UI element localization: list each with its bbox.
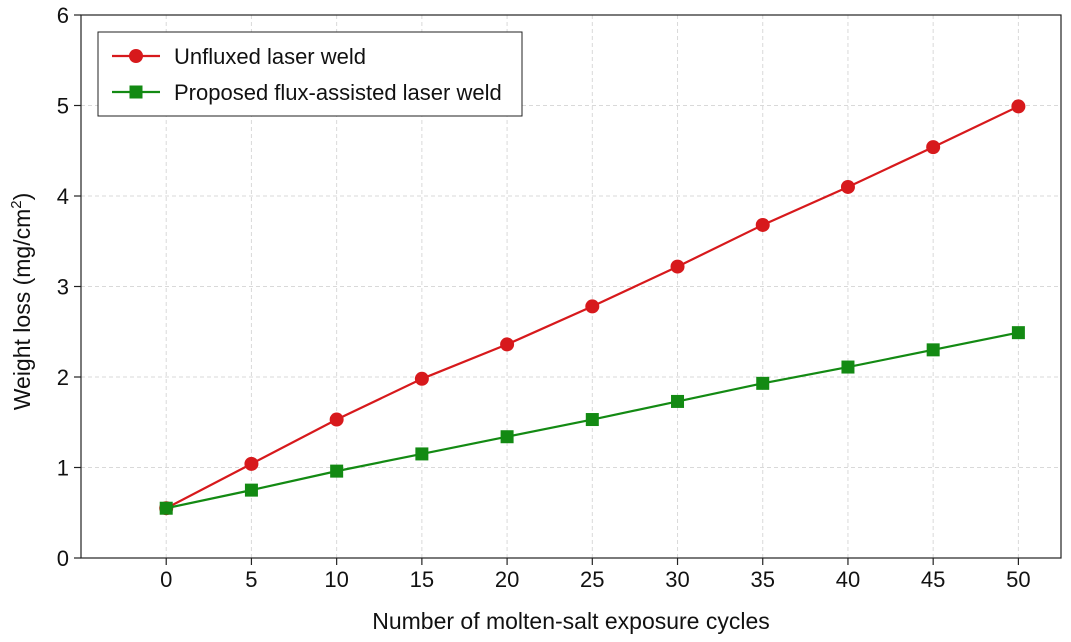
y-tick-label: 1 (57, 456, 69, 481)
x-tick-label: 5 (245, 567, 257, 592)
x-tick-label: 15 (410, 567, 434, 592)
y-tick-label: 4 (57, 184, 69, 209)
data-point (585, 299, 600, 314)
legend-box (97, 31, 523, 117)
y-tick-label: 3 (57, 275, 69, 300)
y-axis-title-main: Weight loss (mg/cm (9, 209, 35, 411)
x-tick-label: 35 (750, 567, 774, 592)
y-tick-label: 2 (57, 365, 69, 390)
x-tick-label: 0 (160, 567, 172, 592)
data-point (414, 371, 429, 386)
x-tick-label: 10 (324, 567, 348, 592)
data-point (670, 259, 685, 274)
x-tick-label: 25 (580, 567, 604, 592)
series-2 (159, 326, 1025, 515)
y-tick-label: 6 (57, 3, 69, 28)
data-point (415, 447, 429, 461)
data-point (1011, 99, 1026, 114)
series-1 (159, 99, 1026, 516)
data-point (330, 464, 344, 478)
data-point (159, 501, 173, 515)
data-point (1011, 326, 1025, 340)
y-axis-title: Weight loss (mg/cm2) (8, 193, 35, 411)
y-tick-label: 5 (57, 94, 69, 119)
legend: Unfluxed laser weld Proposed flux-assiste… (97, 31, 523, 117)
data-point (500, 430, 514, 444)
y-axis-title-superscript: 2 (8, 200, 25, 208)
legend-item: Proposed flux-assisted laser weld (112, 80, 502, 105)
x-tick-label: 30 (665, 567, 689, 592)
legend-item: Unfluxed laser weld (112, 44, 366, 69)
x-tick-label: 40 (836, 567, 860, 592)
data-point (671, 394, 685, 408)
data-point (585, 413, 599, 427)
legend-label: Unfluxed laser weld (174, 44, 366, 69)
series-layer (159, 99, 1026, 516)
data-point (926, 343, 940, 357)
data-point (244, 456, 259, 471)
x-tick-label: 20 (495, 567, 519, 592)
data-point (840, 179, 855, 194)
data-point (755, 217, 770, 232)
x-axis-title: Number of molten-salt exposure cycles (372, 608, 770, 634)
legend-label: Proposed flux-assisted laser weld (174, 80, 502, 105)
x-tick-label: 50 (1006, 567, 1030, 592)
legend-marker (129, 49, 143, 63)
legend-marker (129, 85, 143, 99)
data-point (926, 140, 941, 155)
x-tick-label: 45 (921, 567, 945, 592)
data-point (329, 412, 344, 427)
data-point (500, 337, 515, 352)
data-point (841, 360, 855, 374)
y-axis-title-close: ) (9, 193, 35, 201)
data-point (244, 483, 258, 497)
y-tick-label: 0 (57, 546, 69, 571)
data-point (756, 376, 770, 390)
plot-frame (80, 14, 1062, 559)
